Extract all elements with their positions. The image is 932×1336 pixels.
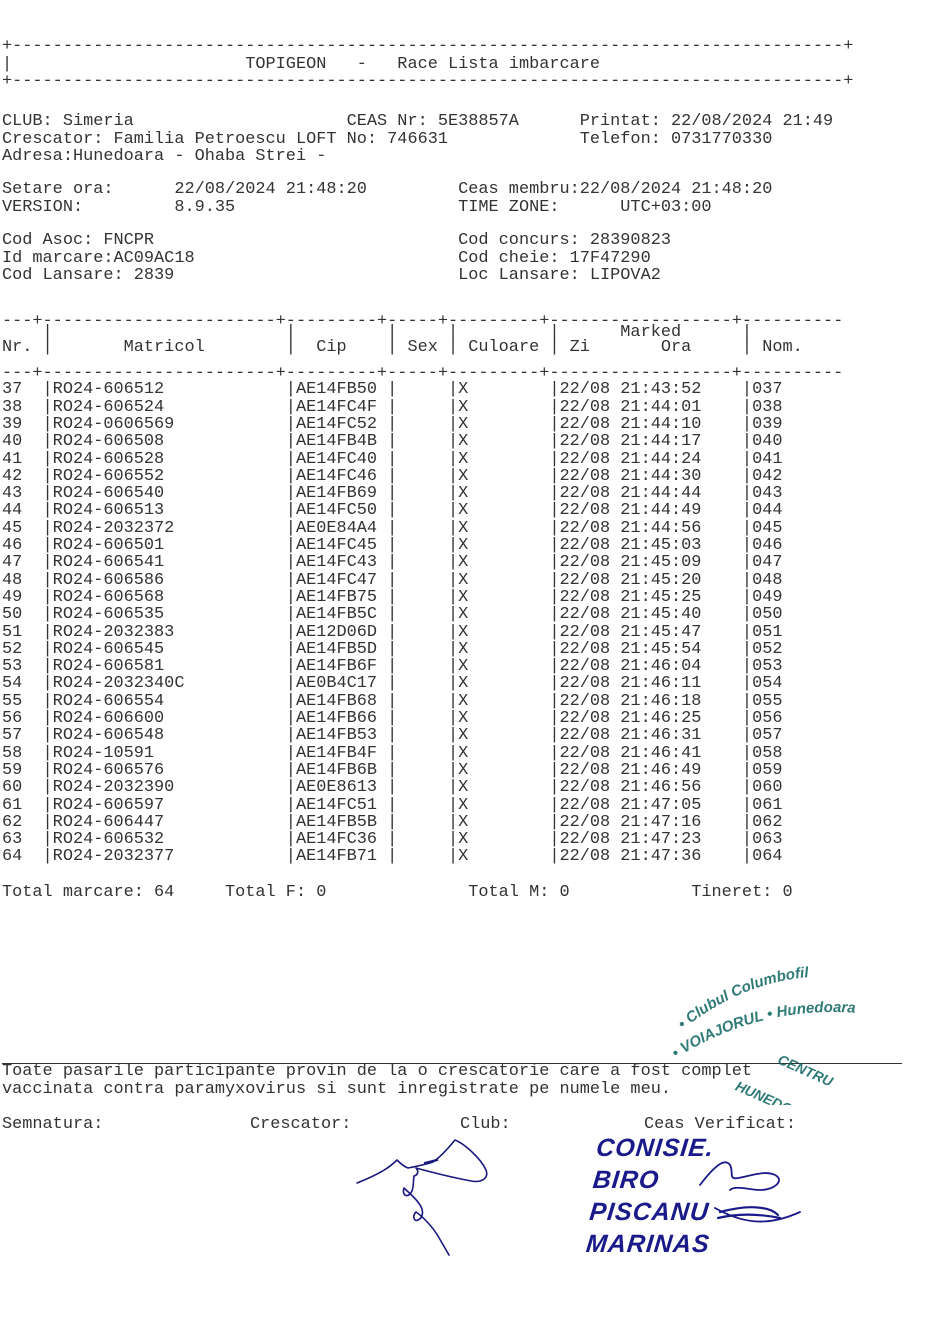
svg-text:HUNEDOARA: HUNEDOARA: [733, 1078, 823, 1105]
svg-text:CENTRU: CENTRU: [776, 1051, 837, 1090]
